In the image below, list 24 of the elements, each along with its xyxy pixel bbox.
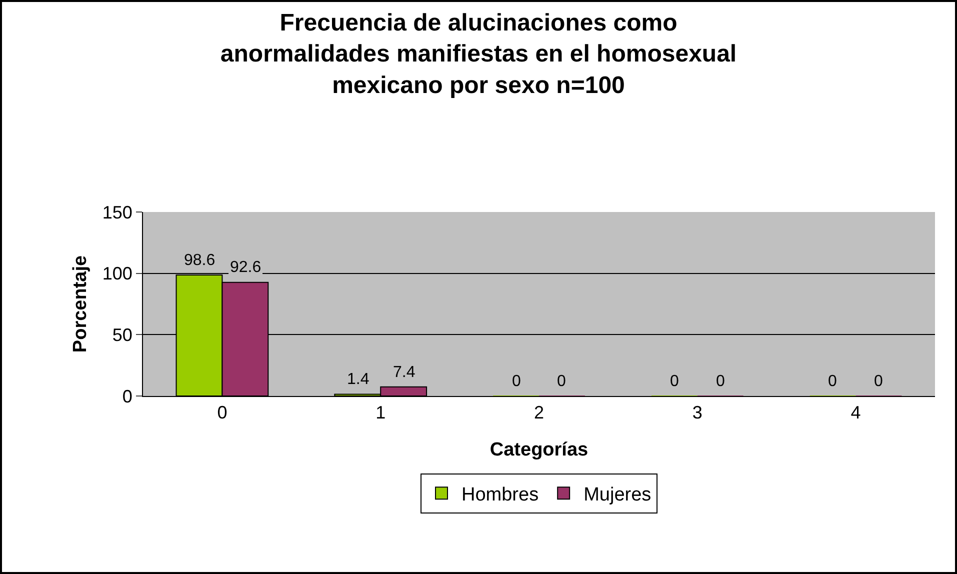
data-label: 92.6: [230, 259, 262, 276]
data-label: 0: [512, 373, 521, 390]
x-tick-label: 2: [534, 402, 544, 423]
data-label: 0: [670, 373, 679, 390]
y-axis-title: Porcentaje: [70, 255, 92, 353]
x-axis-title: Categorías: [490, 439, 588, 460]
data-label: 0: [874, 373, 883, 390]
legend-label: Mujeres: [584, 484, 652, 506]
data-label: 0: [828, 373, 837, 390]
x-tick-label: 4: [850, 402, 861, 423]
data-label: 0: [557, 373, 566, 390]
legend-label: Hombres: [462, 484, 539, 506]
data-label: 7.4: [393, 364, 416, 381]
x-tick-label: 3: [692, 402, 702, 423]
y-tick-label: 150: [102, 202, 132, 222]
data-label: 1.4: [347, 371, 370, 388]
data-label: 98.6: [184, 252, 216, 269]
x-tick-label: 0: [217, 402, 228, 423]
y-tick-label: 50: [112, 324, 132, 345]
data-label: 0: [716, 373, 725, 390]
x-tick-label: 1: [376, 402, 386, 423]
y-tick-label: 100: [102, 264, 132, 284]
chart-title: Frecuencia de alucinaciones como anormalidades manifiestas en el homosexual mexicano por sexo n=100: [220, 10, 737, 99]
y-tick-label: 0: [122, 386, 132, 406]
